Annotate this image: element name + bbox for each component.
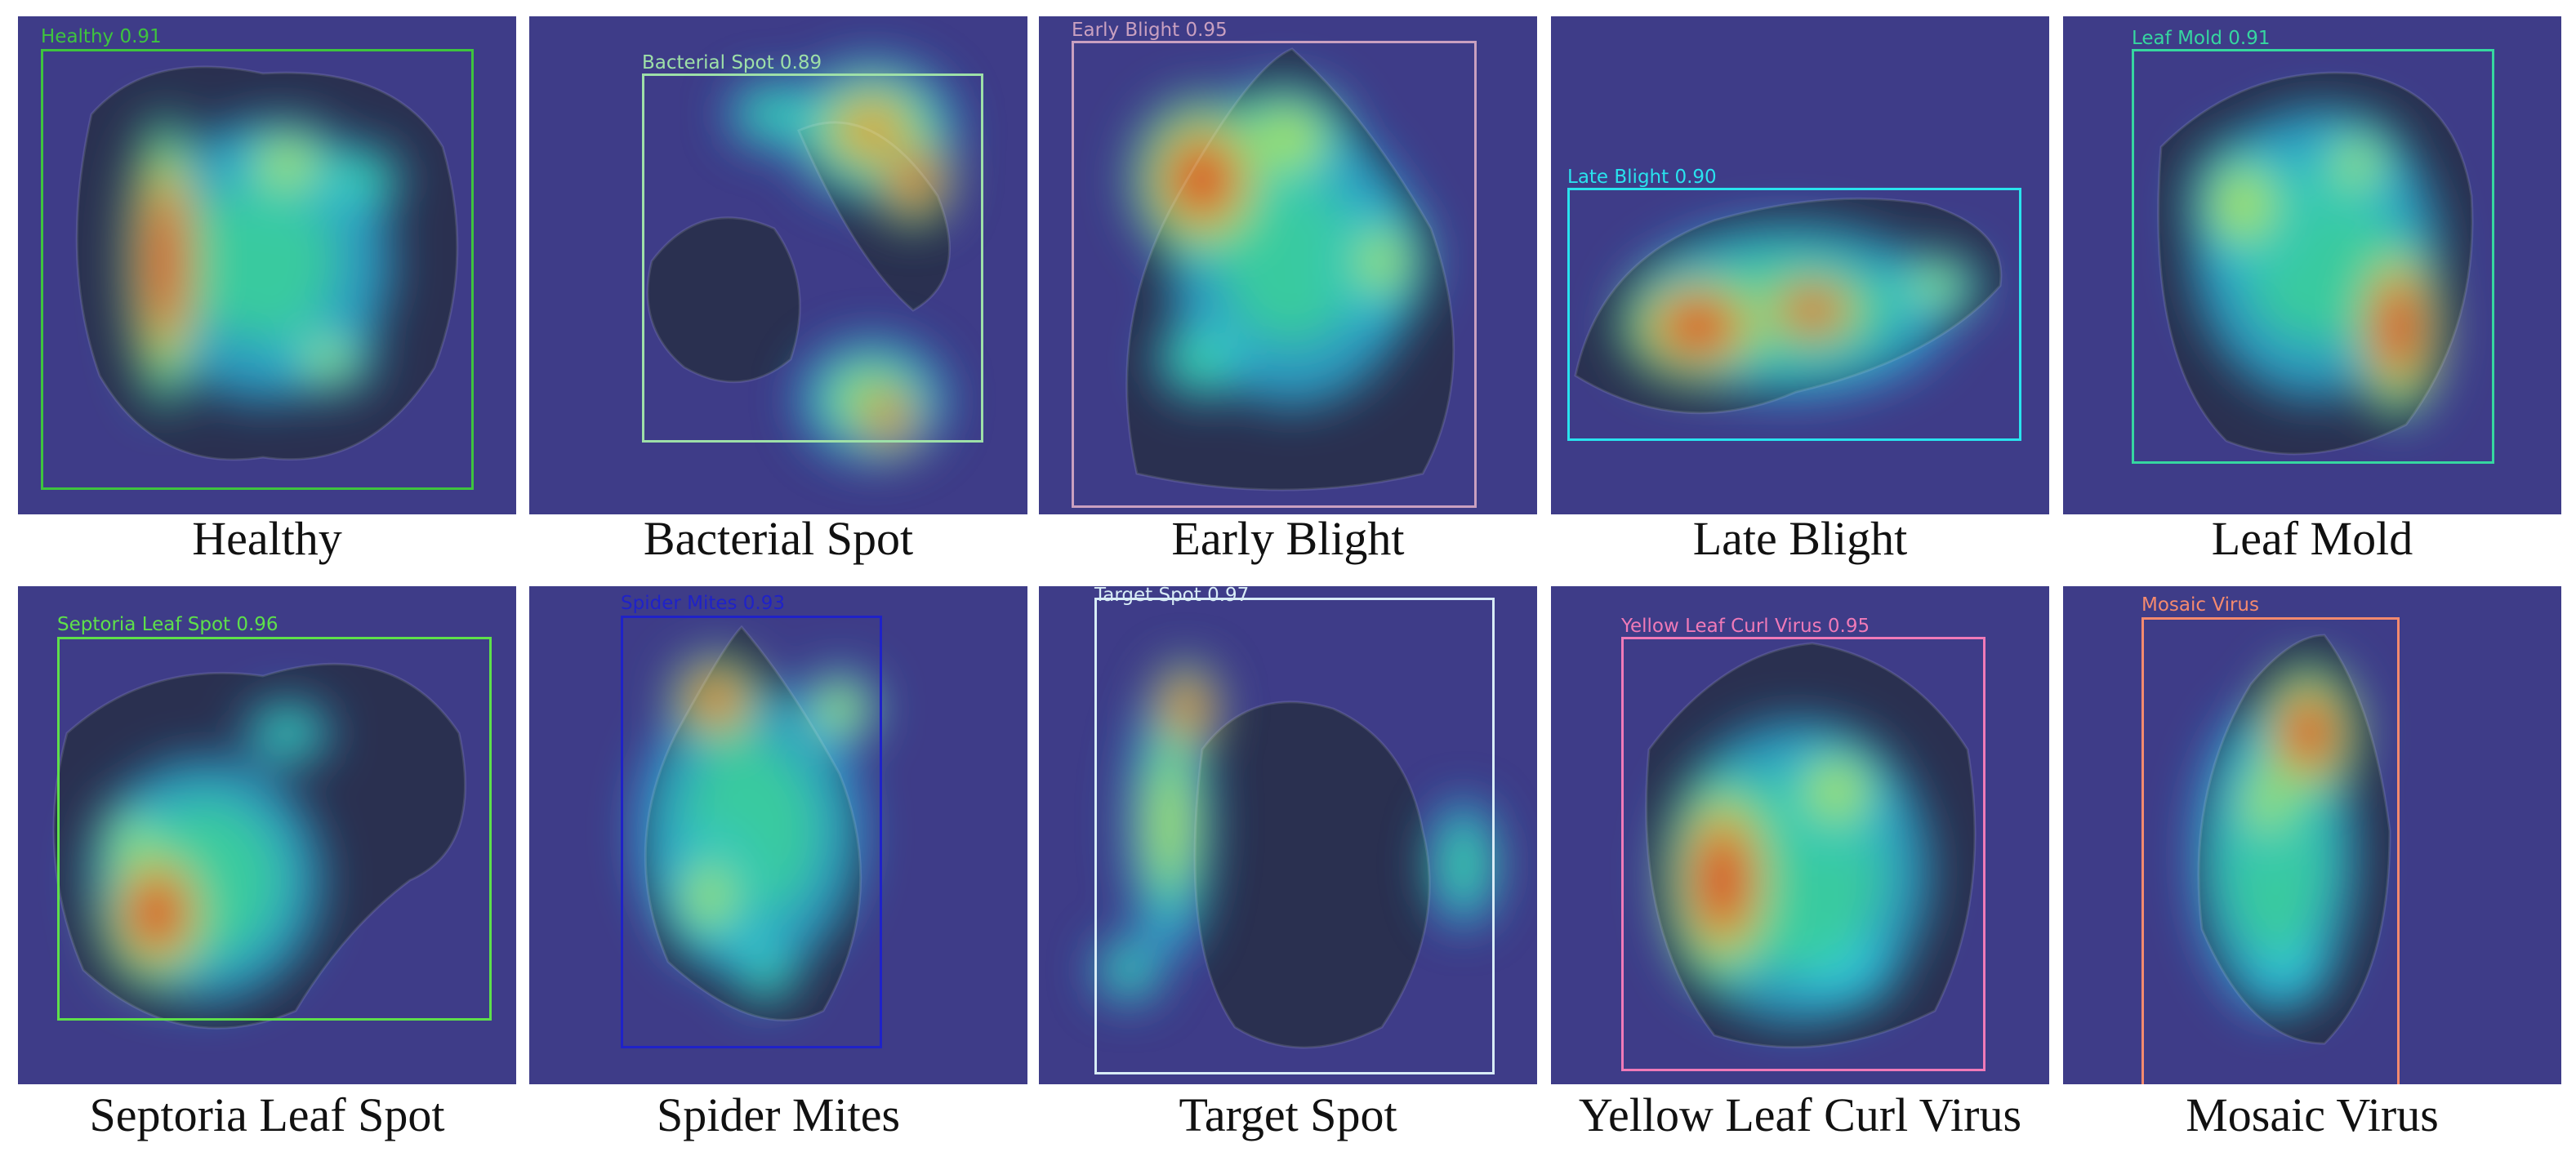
panel-caption: Mosaic Virus	[2186, 1088, 2439, 1141]
detection-label: Septoria Leaf Spot 0.96	[57, 614, 279, 635]
detection-label: Bacterial Spot 0.89	[642, 52, 822, 73]
detection-label: Spider Mites 0.93	[621, 593, 786, 614]
detection-box	[1621, 637, 1985, 1071]
heatmap-panel: Healthy 0.91	[18, 16, 516, 514]
heatmap-panel: Late Blight 0.90	[1551, 16, 2049, 514]
heatmap-image	[2063, 586, 2561, 1084]
panel-caption: Early Blight	[1171, 512, 1405, 565]
heatmap-image	[1551, 16, 2049, 514]
detection-label: Early Blight 0.95	[1072, 20, 1228, 41]
detection-label: Leaf Mold 0.91	[2132, 28, 2271, 49]
detection-box	[2132, 49, 2494, 464]
panel-caption: Healthy	[192, 512, 342, 565]
panel-caption: Septoria Leaf Spot	[89, 1088, 445, 1141]
detection-box	[1567, 188, 2021, 441]
heatmap-image	[1039, 586, 1537, 1084]
detection-label: Healthy 0.91	[41, 26, 162, 47]
heatmap-image	[18, 16, 516, 514]
heatmap-panel: Mosaic Virus	[2063, 586, 2561, 1084]
heatmap-panel: Bacterial Spot 0.89	[529, 16, 1027, 514]
heatmap-image	[18, 586, 516, 1084]
heatmap-image	[1551, 586, 2049, 1084]
panel-caption: Late Blight	[1692, 512, 1908, 565]
panel-caption: Yellow Leaf Curl Virus	[1578, 1088, 2022, 1141]
heatmap-image	[1039, 16, 1537, 514]
detection-box	[1072, 41, 1477, 508]
panel-caption: Leaf Mold	[2211, 512, 2413, 565]
heatmap-panel: Target Spot 0.97	[1039, 586, 1537, 1084]
heatmap-panel: Spider Mites 0.93	[529, 586, 1027, 1084]
heatmap-panel: Septoria Leaf Spot 0.96	[18, 586, 516, 1084]
heatmap-panel: Yellow Leaf Curl Virus 0.95	[1551, 586, 2049, 1084]
panel-caption: Spider Mites	[656, 1088, 901, 1141]
detection-label: Mosaic Virus	[2141, 594, 2259, 616]
detection-box	[41, 49, 474, 490]
detection-label: Target Spot 0.97	[1094, 586, 1250, 606]
leaf-silhouette	[1195, 701, 1430, 1048]
panel-caption: Target Spot	[1179, 1088, 1397, 1141]
detection-box	[1094, 598, 1495, 1074]
detection-label: Late Blight 0.90	[1567, 167, 1717, 188]
heatmap-image	[529, 586, 1027, 1084]
heatmap-image	[529, 16, 1027, 514]
detection-box	[621, 616, 882, 1048]
detection-box	[2141, 617, 2400, 1084]
heatmap-panel: Leaf Mold 0.91	[2063, 16, 2561, 514]
heatmap-panel: Early Blight 0.95	[1039, 16, 1537, 514]
detection-label: Yellow Leaf Curl Virus 0.95	[1621, 616, 1870, 637]
detection-box	[642, 73, 983, 443]
panel-caption: Bacterial Spot	[643, 512, 914, 565]
heatmap-image	[2063, 16, 2561, 514]
detection-box	[57, 637, 492, 1021]
